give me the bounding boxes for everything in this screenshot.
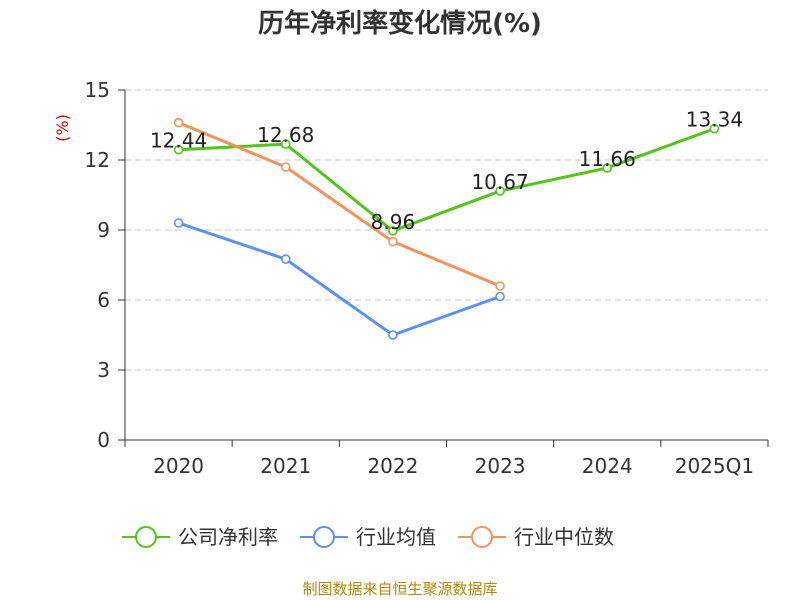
x-tick-label: 2020 <box>153 454 204 478</box>
x-tick-label: 2024 <box>582 454 633 478</box>
source-note: 制图数据来自恒生聚源数据库 <box>302 580 497 598</box>
data-point <box>280 254 291 264</box>
data-point <box>388 330 398 340</box>
x-tick-label: 2025Q1 <box>675 454 754 478</box>
series-line <box>178 121 501 288</box>
data-point <box>495 186 505 196</box>
series-layer <box>173 117 720 340</box>
y-tick-label: 0 <box>97 428 110 452</box>
legend-marker <box>135 526 157 548</box>
data-point <box>173 218 184 228</box>
y-axis-label: (%) <box>53 114 72 142</box>
data-point <box>709 123 720 134</box>
data-label: 11.66 <box>579 147 636 171</box>
data-point <box>173 117 184 128</box>
legend: 公司净利率 行业均值 行业中位数 <box>122 525 614 549</box>
data-point <box>495 281 505 291</box>
series-line <box>178 221 501 337</box>
legend-marker <box>313 526 335 548</box>
data-label: 10.67 <box>471 170 528 194</box>
x-tick-label: 2023 <box>475 454 526 478</box>
y-tick-label: 6 <box>97 288 110 312</box>
y-tick-label: 15 <box>85 78 110 102</box>
data-point <box>388 226 398 236</box>
data-point <box>495 291 505 302</box>
data-point <box>280 162 291 172</box>
grid-lines <box>125 89 768 371</box>
data-point <box>280 139 291 149</box>
x-tick-label: 2021 <box>260 454 311 478</box>
data-label: 8.96 <box>371 210 416 234</box>
legend-marker <box>471 526 493 548</box>
legend-label: 行业中位数 <box>514 525 614 549</box>
y-tick-label: 3 <box>97 358 110 382</box>
x-tick-label: 2022 <box>367 454 418 478</box>
data-labels: 12.44 12.68 8.96 10.67 11.66 13.34 <box>150 108 743 234</box>
data-point <box>388 236 398 247</box>
series-line <box>178 127 715 233</box>
data-label: 13.34 <box>686 108 743 132</box>
data-label: 12.44 <box>150 129 207 153</box>
y-tick-label: 9 <box>97 218 110 242</box>
data-label: 12.68 <box>257 123 314 147</box>
chart-title: 历年净利率变化情况(%) <box>258 8 542 39</box>
legend-label: 公司净利率 <box>178 525 278 549</box>
data-point <box>173 144 184 155</box>
axes: 0 3 6 9 12 15 2020 2021 2022 2023 2024 2025Q1 <box>85 78 769 478</box>
y-tick-label: 12 <box>85 148 110 172</box>
legend-label: 行业均值 <box>356 525 436 549</box>
data-point <box>602 163 613 173</box>
